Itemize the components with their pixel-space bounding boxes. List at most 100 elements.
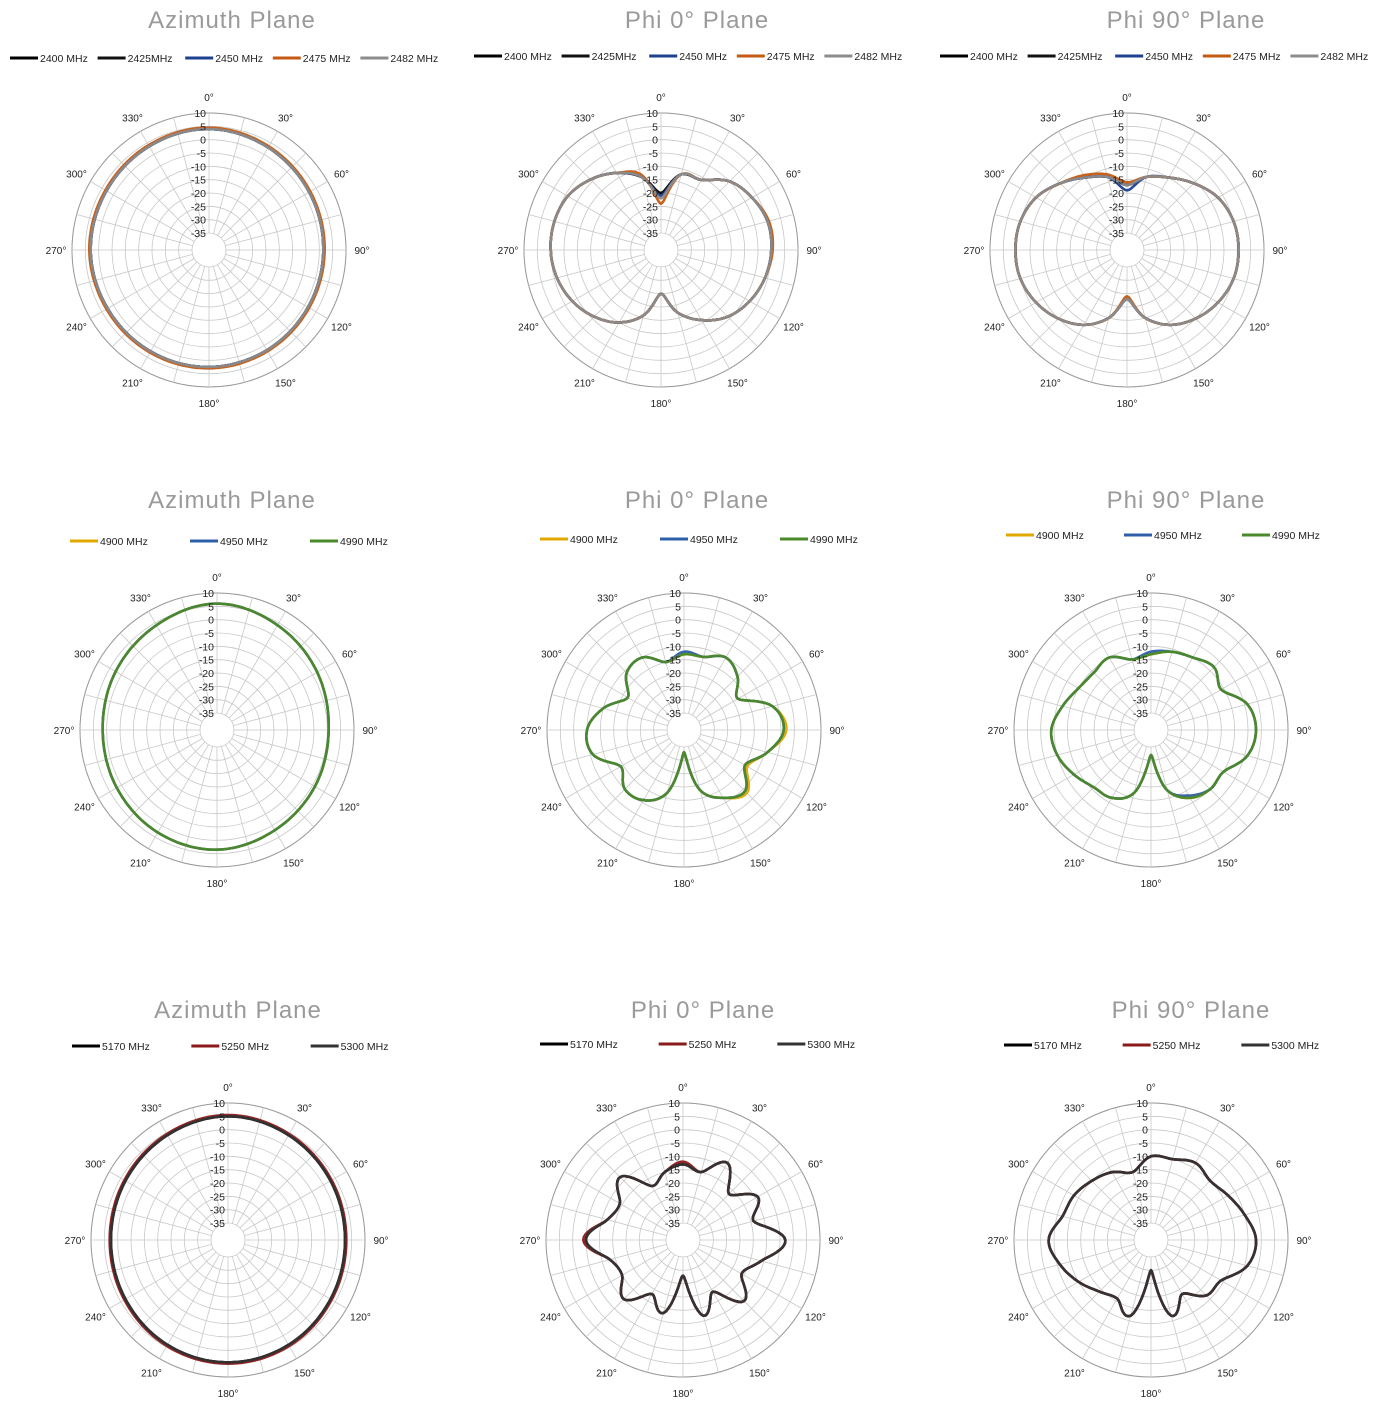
grid-spoke [700, 694, 817, 726]
grid-spoke [1141, 181, 1246, 242]
grid-spoke [694, 1251, 781, 1338]
grid-spoke [1008, 258, 1113, 319]
grid-spoke [648, 746, 680, 863]
legend-label: 2482 MHz [854, 51, 902, 63]
angle-label: 30° [1196, 113, 1211, 124]
radial-tick-label: -15 [210, 1165, 225, 1177]
legend-label: 4900 MHz [570, 534, 618, 546]
legend-label: 4990 MHz [340, 536, 388, 548]
grid-spoke [232, 1256, 264, 1373]
chart-title: Azimuth Plane [148, 7, 316, 34]
legend-label: 2400 MHz [970, 51, 1018, 63]
angle-label: 120° [806, 803, 827, 814]
polar-chart-8: Phi 0° Plane 5170 MHz 5250 MHz 5300 MHz 105 0… [520, 997, 856, 1400]
grid-spoke [1143, 214, 1260, 246]
angle-label: 240° [541, 803, 562, 814]
radial-tick-label: -35 [191, 228, 206, 240]
chart-title: Phi 0° Plane [625, 7, 769, 34]
legend-label: 4950 MHz [220, 536, 268, 548]
grid-spoke [1115, 746, 1147, 863]
grid-spoke [1135, 264, 1196, 369]
angle-label: 300° [1008, 1160, 1029, 1171]
angle-label: 330° [130, 593, 151, 604]
radial-tick-label: -15 [1133, 655, 1148, 667]
radial-tick-label: -25 [210, 1191, 225, 1203]
angle-label: 60° [808, 1160, 823, 1171]
angle-label: 120° [783, 323, 804, 334]
radial-tick-label: 0 [1142, 1125, 1148, 1137]
radial-tick-label: -20 [210, 1178, 225, 1190]
angle-label: 120° [805, 1313, 826, 1324]
angle-label: 120° [331, 323, 352, 334]
grid-spoke [1138, 261, 1225, 348]
legend-label: 2450 MHz [215, 53, 263, 65]
radial-tick-label: -35 [1133, 708, 1148, 720]
grid-spoke [1058, 264, 1119, 369]
legend-label: 4950 MHz [1154, 530, 1202, 542]
grid-spoke [614, 1121, 675, 1226]
grid-spoke [687, 1107, 719, 1224]
grid-spoke [695, 741, 782, 828]
grid-spoke [232, 1107, 264, 1224]
grid-spoke [691, 1121, 752, 1226]
grid-spoke [585, 1251, 672, 1338]
radial-tick-label: -5 [649, 148, 658, 160]
angle-label: 240° [1008, 1313, 1029, 1324]
angle-label: 60° [786, 170, 801, 181]
grid-spoke [1018, 734, 1135, 766]
angle-label: 210° [1040, 379, 1061, 390]
legend-label: 5300 MHz [1271, 1040, 1319, 1052]
grid-spoke [223, 258, 328, 319]
grid-spoke [1053, 632, 1140, 719]
radial-tick-label: -10 [191, 161, 206, 173]
radial-tick-label: -10 [1109, 161, 1124, 173]
grid-spoke [1032, 1171, 1137, 1232]
series-line [1047, 1154, 1258, 1318]
angle-label: 240° [66, 323, 87, 334]
radial-tick-label: 5 [674, 1111, 680, 1123]
legend-label: 4990 MHz [1272, 530, 1320, 542]
angle-label: 30° [286, 593, 301, 604]
angle-label: 210° [122, 379, 143, 390]
legend-label: 5250 MHz [1153, 1040, 1201, 1052]
grid-spoke [225, 254, 342, 286]
radial-tick-label: -30 [665, 1205, 680, 1217]
grid-spoke [528, 214, 645, 246]
grid-spoke [1159, 1121, 1220, 1226]
radial-tick-label: 0 [674, 1125, 680, 1137]
radial-tick-label: -20 [199, 668, 214, 680]
angle-label: 180° [1117, 399, 1138, 410]
grid-spoke [1143, 254, 1260, 286]
grid-spoke [1018, 1204, 1135, 1236]
radial-tick-label: -15 [643, 175, 658, 187]
angle-label: 330° [141, 1103, 162, 1114]
grid-spoke [1159, 611, 1220, 716]
grid-spoke [1032, 661, 1137, 722]
chart-title: Phi 90° Plane [1112, 997, 1271, 1024]
legend-label: 5250 MHz [689, 1039, 737, 1051]
grid-spoke [565, 738, 670, 799]
grid-spoke [1058, 131, 1119, 236]
angle-label: 270° [498, 246, 519, 257]
series-line [582, 1160, 787, 1317]
grid-spoke [109, 1248, 214, 1309]
radial-tick-label: -15 [665, 1165, 680, 1177]
radial-tick-label: -35 [665, 1218, 680, 1230]
legend-label: 5250 MHz [221, 1041, 269, 1053]
radial-tick-label: -30 [666, 695, 681, 707]
grid-spoke [239, 1142, 326, 1229]
chart-title: Phi 90° Plane [1107, 487, 1266, 514]
series-line [109, 1115, 347, 1364]
grid-spoke [242, 1171, 347, 1232]
grid-spoke [1162, 1142, 1249, 1229]
grid-spoke [1032, 738, 1137, 799]
angle-label: 210° [1064, 859, 1085, 870]
angle-label: 180° [207, 879, 228, 890]
grid-spoke [1053, 1251, 1140, 1338]
radial-tick-label: 10 [669, 588, 681, 600]
grid-spoke [76, 214, 193, 246]
grid-spoke [1155, 597, 1187, 714]
angle-label: 90° [1296, 726, 1311, 737]
radial-tick-label: 10 [1112, 108, 1124, 120]
